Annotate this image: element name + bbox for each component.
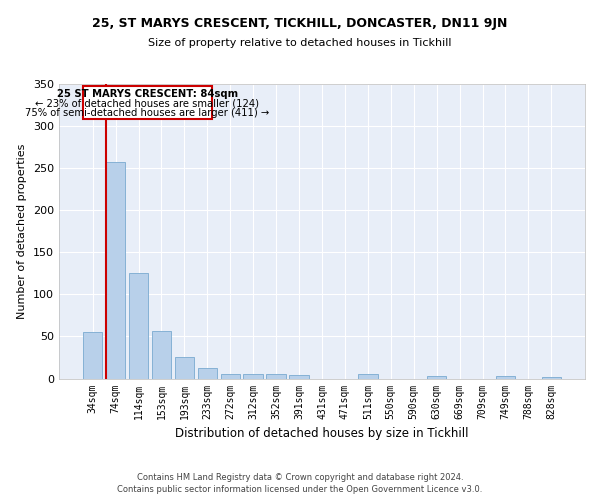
Text: 75% of semi-detached houses are larger (411) →: 75% of semi-detached houses are larger (… (25, 108, 269, 118)
Bar (106, 162, 125, 378)
Text: Contains public sector information licensed under the Open Government Licence v3: Contains public sector information licen… (118, 485, 482, 494)
Bar (289, 375, 309, 378)
Bar (358, 374, 377, 378)
Bar (129, 274, 148, 378)
Text: ← 23% of detached houses are smaller (124): ← 23% of detached houses are smaller (12… (35, 98, 259, 108)
Bar (175, 356, 194, 378)
Text: 25 ST MARYS CRESCENT: 84sqm: 25 ST MARYS CRESCENT: 84sqm (57, 89, 238, 99)
Bar (221, 374, 240, 378)
Text: 25, ST MARYS CRESCENT, TICKHILL, DONCASTER, DN11 9JN: 25, ST MARYS CRESCENT, TICKHILL, DONCAST… (92, 18, 508, 30)
Text: Contains HM Land Registry data © Crown copyright and database right 2024.: Contains HM Land Registry data © Crown c… (137, 472, 463, 482)
Bar (427, 376, 446, 378)
Text: Size of property relative to detached houses in Tickhill: Size of property relative to detached ho… (148, 38, 452, 48)
Bar (244, 374, 263, 378)
FancyBboxPatch shape (83, 86, 212, 119)
X-axis label: Distribution of detached houses by size in Tickhill: Distribution of detached houses by size … (175, 427, 469, 440)
Bar (152, 330, 171, 378)
Bar (266, 374, 286, 378)
Y-axis label: Number of detached properties: Number of detached properties (17, 144, 28, 319)
Bar (496, 376, 515, 378)
Bar (83, 332, 103, 378)
Bar (542, 377, 561, 378)
Bar (197, 368, 217, 378)
